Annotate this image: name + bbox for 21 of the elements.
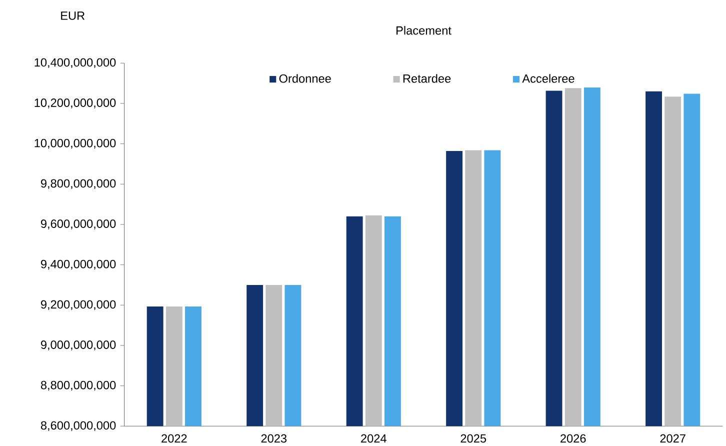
x-tick-label: 2024: [361, 434, 386, 443]
y-tick-label: 10,000,000,000: [34, 138, 116, 149]
y-tick-label: 9,800,000,000: [41, 179, 116, 190]
legend-label: Retardee: [403, 74, 451, 83]
x-tick-label: 2023: [261, 434, 287, 443]
y-tick-label: 10,200,000,000: [34, 98, 116, 108]
y-tick-label: 8,600,000,000: [40, 421, 116, 432]
y-tick-label: 9,600,000,000: [41, 220, 116, 230]
y-axis-title: EUR: [61, 12, 85, 20]
x-tick-label: 2022: [162, 434, 187, 443]
y-tick-label: 9,200,000,000: [41, 300, 116, 310]
legend-label: Acceleree: [522, 74, 574, 83]
legend-label: Ordonnee: [279, 74, 331, 83]
y-tick-label: 9,400,000,000: [41, 260, 116, 270]
chart-title: Placement: [396, 26, 452, 35]
x-tick-label: 2027: [660, 434, 686, 443]
y-tick-label: 10,400,000,000: [34, 58, 116, 68]
x-tick-label: 2026: [560, 434, 586, 443]
y-tick-label: 8,800,000,000: [40, 380, 116, 391]
y-tick-label: 9,000,000,000: [41, 340, 116, 350]
x-tick-label: 2025: [460, 434, 486, 443]
